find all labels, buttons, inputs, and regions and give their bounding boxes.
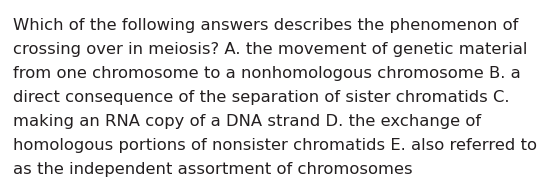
Text: direct consequence of the separation of sister chromatids C.: direct consequence of the separation of … [13,90,509,105]
Text: as the independent assortment of chromosomes: as the independent assortment of chromos… [13,162,412,177]
Text: Which of the following answers describes the phenomenon of: Which of the following answers describes… [13,18,518,33]
Text: crossing over in meiosis? A. the movement of genetic material: crossing over in meiosis? A. the movemen… [13,42,527,57]
Text: from one chromosome to a nonhomologous chromosome B. a: from one chromosome to a nonhomologous c… [13,66,521,81]
Text: making an RNA copy of a DNA strand D. the exchange of: making an RNA copy of a DNA strand D. th… [13,114,481,129]
Text: homologous portions of nonsister chromatids E. also referred to: homologous portions of nonsister chromat… [13,138,537,153]
